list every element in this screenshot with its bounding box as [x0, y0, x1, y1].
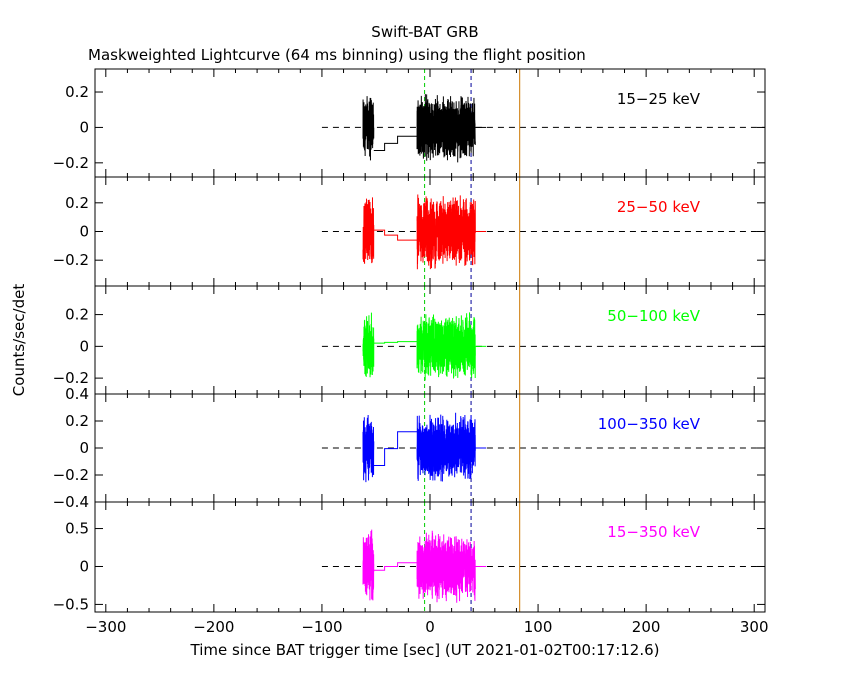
y-tick-label: −0.5	[53, 595, 89, 613]
panel-plot-area	[321, 69, 765, 177]
panel-plot-area	[321, 177, 765, 286]
panel-energy-label: 100−350 keV	[598, 415, 701, 433]
y-tick-label: −0.2	[53, 369, 89, 387]
series-segment-0	[362, 96, 375, 161]
y-tick-label: 0	[79, 118, 89, 136]
series-segment-1	[416, 194, 476, 270]
x-tick-label: −200	[193, 618, 234, 636]
y-tick-label: 0.2	[65, 306, 89, 324]
series-segment-0	[362, 414, 375, 483]
series-gap-step-line	[373, 229, 418, 241]
y-tick-label: 0	[79, 439, 89, 457]
series-segment-1	[416, 530, 476, 603]
x-tick-label: 0	[425, 618, 435, 636]
panel-plot-area	[321, 286, 765, 394]
y-tick-label: −0.2	[53, 251, 89, 269]
series-segment-0	[362, 197, 375, 264]
series-gap-step-line	[373, 562, 418, 571]
panel-1: −0.2 0 0.2 25−50 keV	[53, 176, 766, 287]
panel-plot-area	[321, 394, 765, 502]
panel-2: −0.2 0 0.2 50−100 keV	[53, 285, 766, 395]
panel-0: −0.2 0 0.2 15−25 keV	[53, 68, 766, 178]
y-tick-label: −0.2	[53, 466, 89, 484]
series-segment-1	[416, 94, 476, 163]
series-gap-step-line	[373, 431, 418, 467]
panel-energy-label: 50−100 keV	[607, 307, 700, 325]
y-tick-label: 0.2	[65, 194, 89, 212]
x-tick-label: 100	[524, 618, 553, 636]
x-tick-label: 300	[740, 618, 769, 636]
y-axis-label: Counts/sec/det	[10, 284, 28, 397]
x-tick-label: −100	[301, 618, 342, 636]
series-gap-step-line	[373, 341, 418, 344]
panel-3: −0.4 −0.2 0 0.2 0.4 100−350 keV	[53, 385, 766, 511]
y-tick-label: 0.4	[65, 385, 89, 403]
x-tick-label: 200	[632, 618, 661, 636]
panels-group: −0.2 0 0.2 15−25 keV −0.2 0 0.2 25−50 keV −0.2 0 0…	[53, 68, 769, 636]
y-tick-label: −0.4	[53, 493, 89, 511]
y-tick-label: −0.2	[53, 154, 89, 172]
x-axis-label: Time since BAT trigger time [sec] (UT 20…	[190, 641, 660, 659]
chart-title: Swift-BAT GRB	[371, 23, 478, 41]
series-segment-0	[362, 529, 375, 601]
y-tick-label: 0.5	[65, 520, 89, 538]
panel-4: −0.5 0 0.5 15−350 keV	[53, 501, 766, 613]
y-tick-label: 0	[79, 557, 89, 575]
series-segment-0	[362, 312, 375, 378]
chart-subtitle: Maskweighted Lightcurve (64 ms binning) …	[88, 46, 586, 64]
panel-energy-label: 25−50 keV	[617, 198, 701, 216]
y-tick-label: 0.2	[65, 83, 89, 101]
series-gap-step-line	[373, 135, 418, 151]
y-tick-label: 0.2	[65, 412, 89, 430]
y-tick-label: 0	[79, 337, 89, 355]
series-segment-1	[416, 412, 476, 482]
panel-energy-label: 15−350 keV	[607, 523, 700, 541]
series-segment-1	[416, 312, 476, 381]
x-tick-label: −300	[85, 618, 126, 636]
panel-plot-area	[321, 502, 765, 612]
panel-energy-label: 15−25 keV	[617, 90, 701, 108]
y-tick-label: 0	[79, 223, 89, 241]
